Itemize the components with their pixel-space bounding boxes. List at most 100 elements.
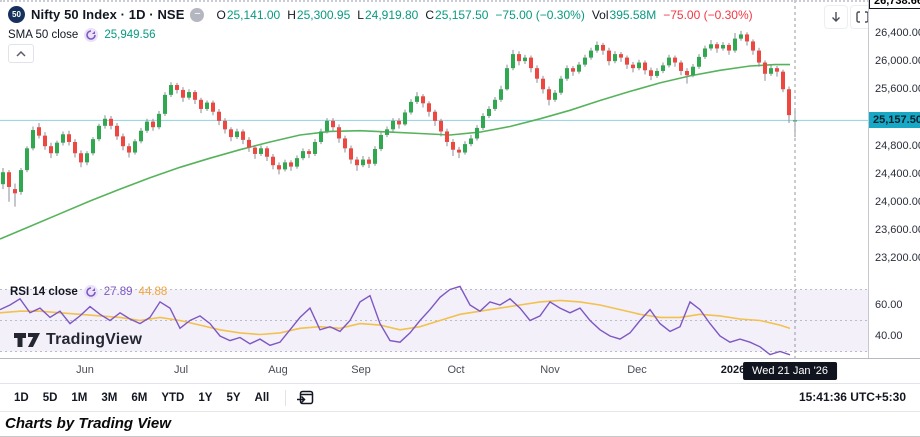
candle-body [193,92,197,100]
candle-body [781,71,785,90]
chevron-up-icon [16,50,26,57]
toolbar-divider [285,389,287,406]
rsi-loading-icon[interactable] [83,285,98,299]
candle-body [133,141,137,153]
candle-body [319,131,323,142]
candle-body [55,142,59,154]
caption-text: Charts by Trading View [5,415,171,432]
candle-body [79,153,83,163]
range-button-3m[interactable]: 3M [101,391,118,404]
low-value: 24,919.80 [364,7,419,22]
time-axis-label: Nov [540,364,560,376]
candle-body [583,57,587,65]
candle-body [307,151,311,154]
candle-body [1,172,5,185]
candle-body [601,44,605,51]
volume-value: 395.58M [609,7,657,22]
rsi-pane[interactable] [0,278,868,358]
candle-body [607,50,611,62]
rsi-label[interactable]: RSI 14 close [10,286,78,298]
range-button-5d[interactable]: 5D [42,391,58,404]
range-button-5y[interactable]: 5Y [226,391,241,404]
collapse-header-button[interactable] [8,44,34,63]
range-button-all[interactable]: All [254,391,270,404]
candle-body [49,146,53,154]
candle-body [391,120,395,130]
candle-body [97,125,101,140]
source-toggle-icon[interactable]: − [190,7,205,22]
range-toolbar: 1D 5D 1M 3M 6M YTD 1Y 5Y All [0,383,920,411]
candle-body [631,64,635,69]
clock-status: 15:41:36 UTC+5:30 [798,390,906,404]
scroll-to-recent-button[interactable] [824,5,848,29]
candle-body [721,44,725,49]
time-axis-label: Jul [173,364,189,376]
candle-body [253,147,257,154]
candle-body [73,141,77,154]
tradingview-watermark[interactable]: TradingView [14,331,142,349]
candle-body [109,118,113,126]
candle-body [43,135,47,147]
range-button-1y[interactable]: 1Y [198,391,213,404]
sma-indicator-row: SMA 50 close 25,949.56 [8,28,156,42]
sma-label[interactable]: SMA 50 close [8,29,79,41]
sma-loading-icon[interactable] [84,28,99,42]
candle-body [637,62,641,69]
calendar-arrow-icon [297,390,314,405]
candle-body [67,134,71,142]
change-value: −75.00 (−0.30%) [495,7,585,22]
candle-body [205,102,209,109]
open-label: O [216,7,226,22]
candle-body [163,94,167,114]
time-axis-label: 2026 [720,364,746,376]
candle-body [499,89,503,100]
candle-body [223,120,227,130]
range-button-1m[interactable]: 1M [71,391,88,404]
candle-body [577,64,581,72]
range-button-ytd[interactable]: YTD [161,391,185,404]
candle-body [775,68,779,72]
range-button-1d[interactable]: 1D [14,391,29,404]
volume-change-value: −75.00 (−0.30%) [663,7,753,22]
close-value: 25,157.50 [435,7,489,22]
low-label: L [357,7,364,22]
candle-body [91,139,95,154]
candle-body [343,138,347,149]
candle-body [301,151,305,159]
symbol-logo: 50 [8,6,25,23]
candle-body [739,34,743,39]
candle-body [211,102,215,112]
candle-body [529,57,533,69]
time-axis[interactable]: Jun Jul Aug Sep Oct Nov Dec 2026 Wed 21 Jan '26 [0,358,920,384]
candle-body [271,156,275,166]
candle-body [379,134,383,150]
candle-body [559,78,563,93]
candle-body [409,101,413,113]
candle-body [361,159,365,166]
time-axis-label: Jun [76,364,94,376]
candle-body [589,50,593,58]
candle-body [349,148,353,160]
candle-body [517,54,521,62]
price-axis[interactable]: 26,738.66 26,400.00 26,000.00 25,600.00 24,… [868,0,920,383]
candle-body [679,62,683,71]
price-pane[interactable] [0,0,868,277]
candle-body [751,41,755,51]
candle-body [673,57,677,63]
candle-body [13,189,17,194]
symbol-title[interactable]: Nifty 50 Index · 1D · NSE [31,7,185,22]
candle-body [463,144,467,153]
candle-body [145,121,149,131]
candle-body [433,111,437,121]
price-tick: 24,800.00 [875,140,920,152]
time-axis-label: Dec [627,364,647,376]
candle-body [325,120,329,132]
candle-body [127,146,131,153]
candle-body [541,78,545,90]
candle-body [733,38,737,51]
candle-body [25,148,29,171]
go-to-date-button[interactable] [296,388,315,407]
candle-body [181,89,185,98]
range-button-6m[interactable]: 6M [131,391,148,404]
